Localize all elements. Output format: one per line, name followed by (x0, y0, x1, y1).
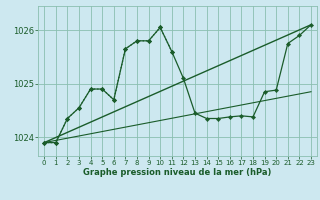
X-axis label: Graphe pression niveau de la mer (hPa): Graphe pression niveau de la mer (hPa) (84, 168, 272, 177)
